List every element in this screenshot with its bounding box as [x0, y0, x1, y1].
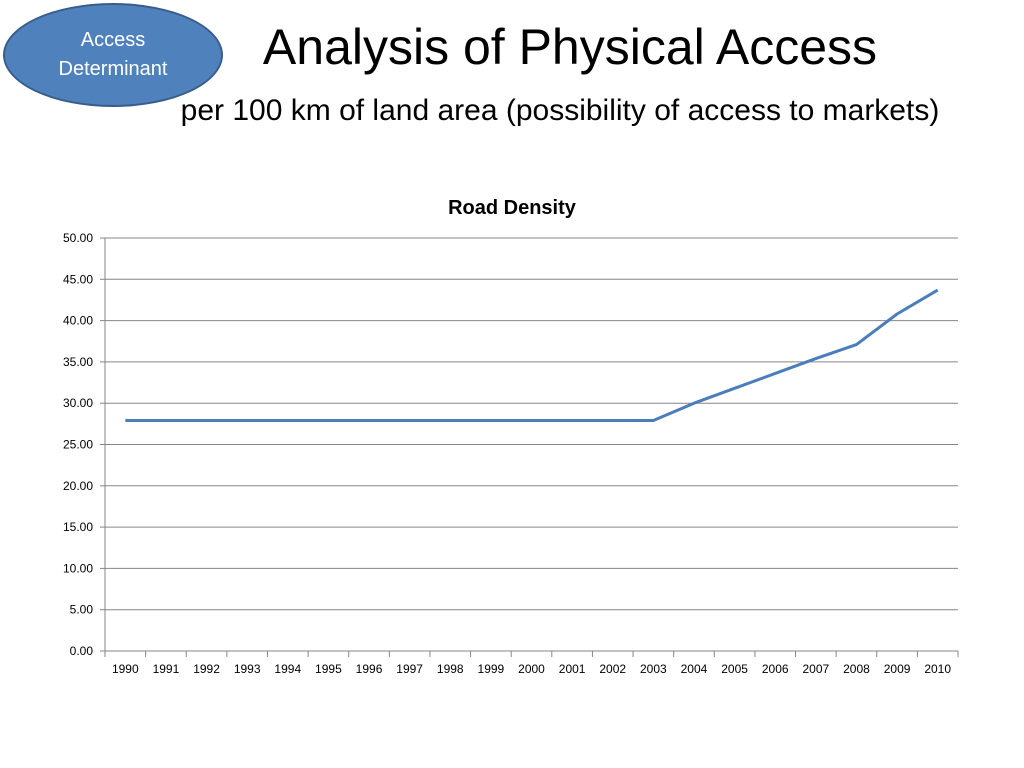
x-tick-label: 1996 [356, 662, 383, 676]
badge-line-2: Determinant [58, 58, 168, 80]
slide-title: Analysis of Physical Access [262, 19, 878, 75]
x-tick-label: 2006 [762, 662, 789, 676]
y-tick-label: 40.00 [63, 314, 93, 328]
x-tick-label: 1994 [274, 662, 301, 676]
x-tick-label: 2010 [924, 662, 951, 676]
x-tick-label: 2003 [640, 662, 667, 676]
y-tick-label: 35.00 [63, 355, 93, 369]
y-tick-label: 15.00 [63, 520, 93, 534]
x-tick-label: 2009 [884, 662, 911, 676]
access-determinant-badge: Access Determinant [3, 3, 223, 107]
y-tick-label: 0.00 [70, 644, 94, 658]
x-tick-label: 2002 [599, 662, 626, 676]
x-tick-label: 1991 [153, 662, 180, 676]
x-tick-label: 2007 [802, 662, 829, 676]
x-tick-label: 1997 [396, 662, 423, 676]
y-tick-label: 20.00 [63, 479, 93, 493]
x-tick-label: 2005 [721, 662, 748, 676]
x-tick-label: 2000 [518, 662, 545, 676]
x-tick-label: 1998 [437, 662, 464, 676]
y-tick-label: 50.00 [63, 231, 93, 245]
series-line [125, 288, 939, 423]
x-tick-label: 1993 [234, 662, 261, 676]
x-tick-label: 2008 [843, 662, 870, 676]
y-tick-label: 10.00 [63, 561, 93, 575]
y-tick-label: 5.00 [70, 603, 94, 617]
y-tick-label: 45.00 [63, 272, 93, 286]
x-tick-label: 1995 [315, 662, 342, 676]
slide-subtitle: per 100 km of land area (possibility of … [180, 94, 940, 127]
x-tick-label: 2001 [559, 662, 586, 676]
x-tick-label: 1990 [112, 662, 139, 676]
y-tick-label: 25.00 [63, 438, 93, 452]
chart-title: Road Density [448, 197, 577, 219]
badge-line-1: Access [80, 29, 146, 51]
x-tick-label: 2004 [681, 662, 708, 676]
road-density-chart: Road Density 0.00 5.00 10.00 15.00 20.00 25.0… [63, 197, 959, 676]
x-tick-label: 1992 [193, 662, 220, 676]
x-tick-label: 1999 [478, 662, 505, 676]
y-tick-label: 30.00 [63, 396, 93, 410]
